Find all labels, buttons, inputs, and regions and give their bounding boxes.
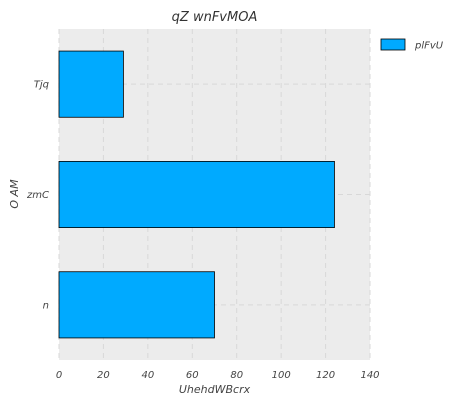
x-tick-label: 100 <box>272 370 291 381</box>
bars <box>58 50 335 339</box>
x-tick-label: 0 <box>56 370 62 381</box>
x-tick-label: 40 <box>141 370 154 381</box>
legend-swatch <box>380 38 406 51</box>
y-tick-label: Tjq <box>34 80 49 91</box>
y-axis-label: O AM <box>8 179 21 209</box>
x-axis-label: UhehdWBcrx <box>179 383 251 396</box>
chart-title: qZ wnFvMOA <box>172 10 258 25</box>
bar-Tjq <box>58 50 124 118</box>
y-tick-labels: Tjq zmC n <box>26 80 49 312</box>
legend-label: plFvU <box>414 41 444 52</box>
x-tick-label: 20 <box>97 370 110 381</box>
x-tick-label: 80 <box>230 370 243 381</box>
y-tick-label: zmC <box>26 190 49 201</box>
x-tick-label: 60 <box>186 370 199 381</box>
x-tick-labels: 0 20 40 60 80 100 120 140 <box>56 370 380 381</box>
y-tick-label: n <box>43 300 49 311</box>
x-tick-label: 140 <box>360 370 379 381</box>
bar-n <box>58 271 215 339</box>
x-tick-label: 120 <box>316 370 335 381</box>
legend: plFvU <box>380 38 444 52</box>
bar-zmC <box>58 160 335 228</box>
